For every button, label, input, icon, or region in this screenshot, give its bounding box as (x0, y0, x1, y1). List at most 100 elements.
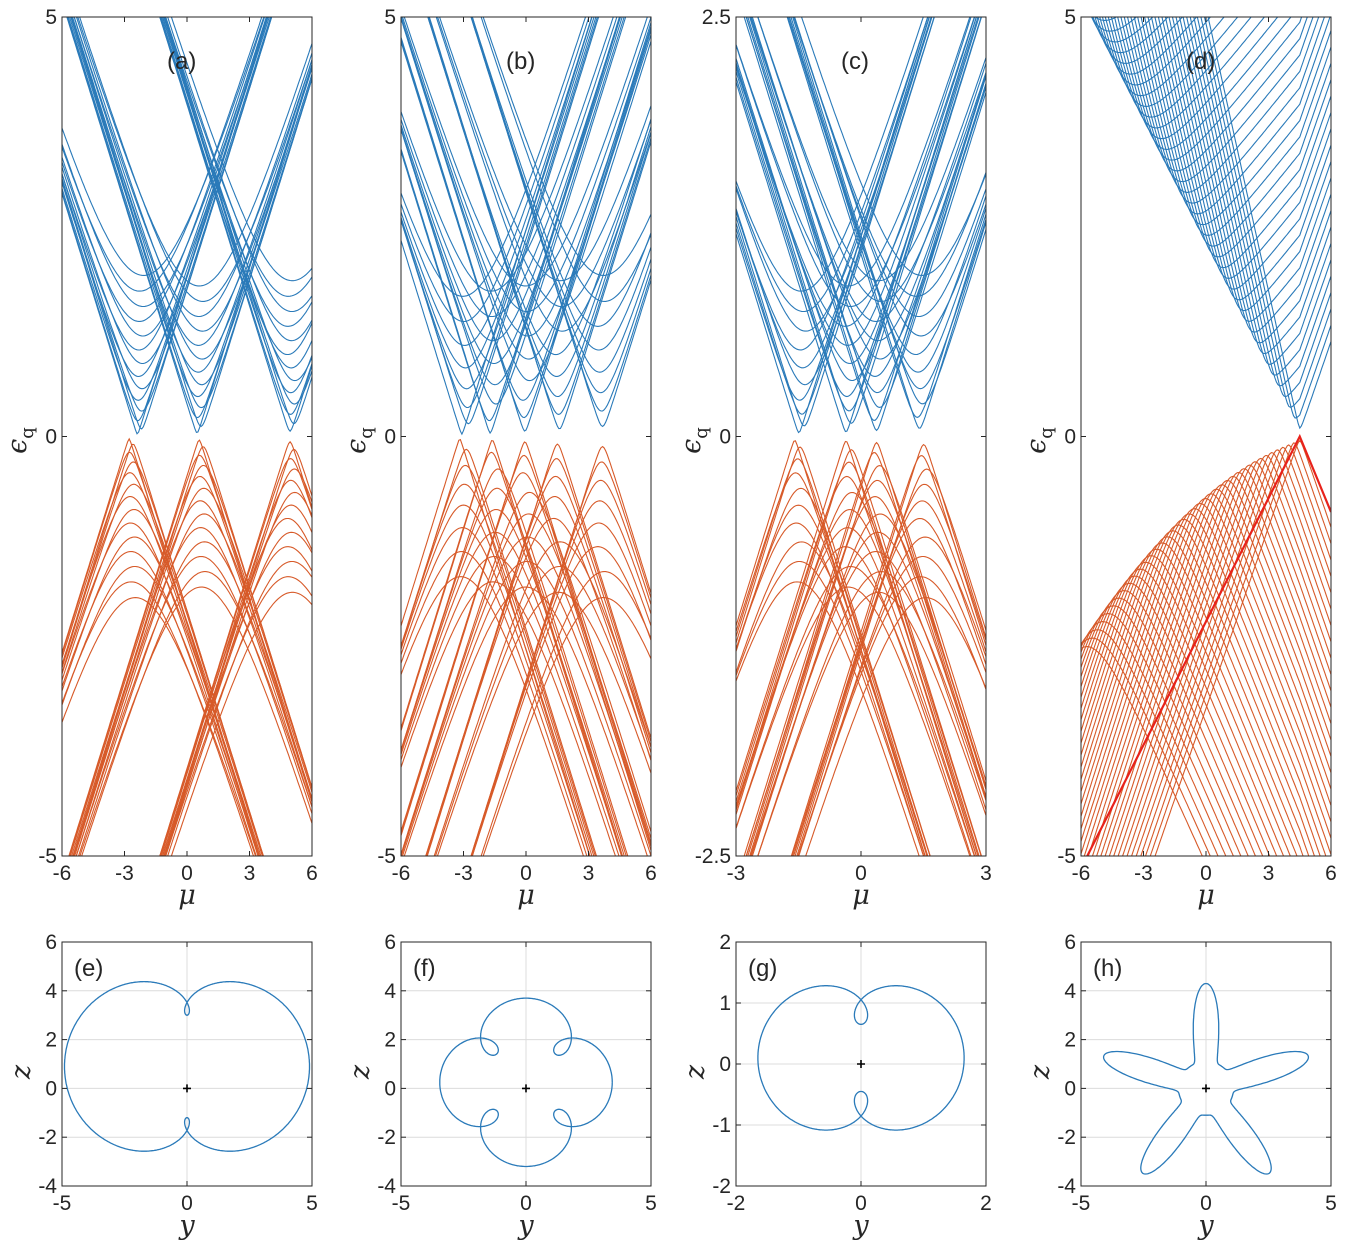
orbit-curve (439, 997, 613, 1168)
band-line (164, 17, 312, 342)
band-line (73, 17, 312, 360)
band-line (1200, 17, 1331, 408)
band-line (401, 576, 584, 856)
x-tick-label: -3 (727, 862, 746, 885)
band-line (1096, 479, 1331, 856)
band-line (434, 565, 651, 856)
band-line (401, 464, 596, 856)
y-tick-label: -5 (377, 845, 396, 868)
band-line (159, 17, 312, 356)
band-line (401, 17, 593, 346)
x-tick-label: 5 (306, 1192, 318, 1215)
x-tick-label: 0 (520, 1192, 532, 1215)
band-line (62, 496, 260, 856)
panel-label: (c) (841, 48, 869, 75)
band-line (805, 597, 986, 856)
band-line (73, 17, 312, 318)
band-line (736, 17, 935, 386)
band-line (1090, 17, 1138, 32)
x-tick-label: 5 (1325, 1192, 1337, 1215)
band-line (1154, 17, 1331, 269)
y-tick-label: 2 (384, 1029, 396, 1052)
band-line (1081, 590, 1257, 856)
axes-frame (1080, 16, 1332, 857)
panel-label: (g) (748, 955, 777, 982)
band-line (750, 551, 986, 856)
x-tick-label: 6 (306, 862, 318, 885)
band-line (736, 586, 971, 856)
band-line (70, 17, 312, 346)
x-axis-label: y (517, 1210, 534, 1241)
x-tick-label: 3 (244, 862, 256, 885)
band-line (798, 536, 986, 856)
y-tick-label: -4 (377, 1175, 396, 1198)
x-tick-label: -3 (1134, 862, 1153, 885)
band-line (757, 17, 986, 282)
band-line (436, 17, 651, 308)
band-line (401, 17, 651, 337)
band-line (1081, 498, 1331, 854)
band-line (401, 536, 651, 856)
band-line (736, 581, 920, 856)
y-tick-label: 0 (384, 426, 396, 449)
band-line (62, 17, 263, 292)
axes-frame (61, 16, 313, 857)
band-line (1193, 17, 1331, 387)
band-line (1168, 17, 1331, 312)
y-axis-label: z (345, 1064, 376, 1080)
band-line (749, 17, 986, 408)
band-line (401, 17, 651, 360)
band-line (62, 472, 261, 856)
band-line (1182, 17, 1331, 355)
band-line (736, 546, 972, 856)
orbit-curve (63, 980, 311, 1152)
band-line (70, 17, 312, 409)
panel-label: (f) (413, 955, 436, 982)
band-line (736, 17, 924, 292)
band-line (736, 17, 971, 287)
band-line (1164, 17, 1331, 301)
band-line (401, 555, 620, 856)
band-line (427, 17, 651, 356)
band-line (69, 475, 312, 856)
band-line (164, 531, 312, 856)
band-line (482, 17, 651, 276)
band-line (794, 17, 986, 337)
band-line (1081, 597, 1249, 856)
band-line (401, 22, 651, 401)
panel-label: (b) (506, 48, 535, 75)
band-line (1154, 439, 1331, 856)
y-tick-label: 6 (1064, 931, 1076, 954)
band-line (439, 17, 651, 282)
band-line (167, 17, 312, 313)
y-tick-label: -5 (1057, 845, 1076, 868)
band-line (1100, 475, 1331, 856)
band-line (793, 17, 986, 318)
y-tick-label: 0 (45, 426, 57, 449)
x-tick-label: 5 (645, 1192, 657, 1215)
band-line (403, 17, 648, 287)
band-line (736, 17, 977, 398)
band-line (401, 504, 593, 856)
origin-marker (183, 1084, 191, 1093)
band-line (751, 17, 986, 360)
band-line (167, 560, 312, 856)
series-upper-band (62, 17, 312, 435)
band-line (401, 17, 597, 390)
x-tick-label: 0 (181, 862, 193, 885)
band-line (797, 555, 986, 856)
y-axis-label: z (6, 1064, 37, 1080)
band-line (62, 17, 265, 276)
band-line (1178, 17, 1331, 344)
y-tick-label: 1 (719, 992, 731, 1015)
x-tick-label: -2 (727, 1192, 746, 1215)
band-line (401, 531, 623, 856)
band-line (62, 17, 268, 308)
series-upper-band (1090, 17, 1331, 430)
y-tick-label: 5 (45, 6, 57, 29)
x-tick-label: -5 (1072, 1192, 1091, 1215)
band-line (401, 550, 588, 856)
band-line (161, 17, 312, 327)
band-line (736, 491, 982, 856)
